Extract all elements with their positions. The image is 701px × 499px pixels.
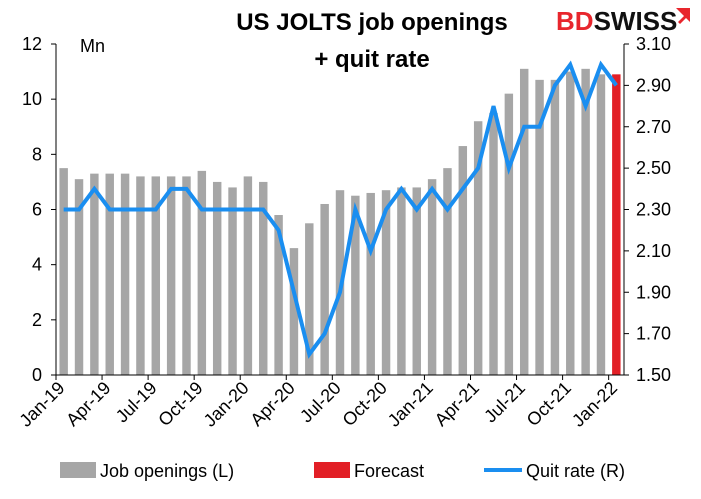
right-tick-label: 2.50 <box>636 158 671 178</box>
job-openings-bar-apr-19 <box>105 173 114 375</box>
job-openings-bar-oct-20 <box>381 190 391 375</box>
right-tick-label: 3.10 <box>636 34 671 54</box>
left-tick-label: 8 <box>32 144 42 164</box>
job-openings-bar-dec-21 <box>596 74 606 375</box>
job-openings-bar-feb-19 <box>74 179 84 375</box>
right-tick-label: 1.70 <box>636 324 671 344</box>
job-openings-bar-mar-19 <box>90 173 99 375</box>
legend-swatch-forecast <box>314 462 350 478</box>
left-tick-label: 4 <box>32 255 42 275</box>
left-tick-label: 10 <box>22 89 42 109</box>
legend-swatch-job-openings <box>60 462 96 478</box>
job-openings-bar-mar-20 <box>274 215 283 375</box>
brand-arrow-icon <box>676 8 690 24</box>
right-tick-label: 2.70 <box>636 117 671 137</box>
job-openings-bar-may-20 <box>305 223 314 375</box>
job-openings-bar-apr-21 <box>473 121 483 375</box>
job-openings-bar-aug-19 <box>166 176 176 375</box>
job-openings-bar-jun-19 <box>136 176 145 375</box>
left-axis: 0 2 4 6 8 10 12 <box>22 34 57 385</box>
job-openings-bar-may-21 <box>489 112 498 375</box>
job-openings-bar-oct-19 <box>197 170 207 375</box>
right-axis: 1.50 1.70 1.90 2.10 2.30 2.50 2.70 2.90 3.10 <box>623 34 671 385</box>
legend-label-job-openings: Job openings (L) <box>100 461 234 481</box>
job-openings-bar-nov-19 <box>212 181 222 375</box>
chart-subtitle: + quit rate <box>314 46 429 73</box>
job-openings-bar-oct-21 <box>566 71 575 375</box>
forecast-bar-jan-22 <box>612 74 621 375</box>
job-openings-bar-sep-20 <box>366 192 375 375</box>
job-openings-bar-mar-21 <box>458 146 468 375</box>
right-tick-label: 1.50 <box>636 365 671 385</box>
job-openings-bar-nov-21 <box>581 68 590 375</box>
legend: Job openings (L) Forecast Quit rate (R) <box>60 461 625 481</box>
brand-logo-swiss: SWISS <box>594 6 678 36</box>
legend-label-forecast: Forecast <box>354 461 424 481</box>
job-openings-bar-dec-19 <box>228 187 237 375</box>
legend-item-forecast: Forecast <box>314 461 424 481</box>
job-openings-bar-jan-20 <box>243 176 253 375</box>
job-openings-bar-apr-20 <box>289 248 299 375</box>
plot-area <box>59 60 621 376</box>
job-openings-bar-jun-20 <box>320 203 329 375</box>
job-openings-bar-feb-20 <box>259 181 268 375</box>
job-openings-bar-nov-20 <box>397 187 406 375</box>
left-tick-label: 2 <box>32 310 42 330</box>
brand-logo-bd: BD <box>556 6 594 36</box>
right-tick-label: 2.10 <box>636 241 671 261</box>
unit-label: Mn <box>80 36 105 56</box>
job-openings-bar-jun-21 <box>504 93 514 376</box>
job-openings-bar-may-19 <box>120 173 130 375</box>
legend-item-job-openings: Job openings (L) <box>60 461 234 481</box>
job-openings-bar-feb-21 <box>443 168 452 375</box>
left-tick-label: 6 <box>32 200 42 220</box>
left-tick-label: 12 <box>22 34 42 54</box>
job-openings-bar-sep-21 <box>550 79 560 375</box>
job-openings-bar-aug-21 <box>535 79 544 375</box>
job-openings-bar-aug-20 <box>351 195 360 375</box>
right-tick-label: 2.90 <box>636 75 671 95</box>
brand-logo: BDSWISS <box>556 6 690 36</box>
right-tick-label: 1.90 <box>636 282 671 302</box>
svg-text:BDSWISS: BDSWISS <box>556 6 677 36</box>
job-openings-bar-jul-19 <box>151 176 161 375</box>
job-openings-bar-dec-20 <box>412 187 421 375</box>
legend-item-quit-rate: Quit rate (R) <box>484 461 625 481</box>
chart-title: US JOLTS job openings <box>236 9 508 36</box>
job-openings-bar-sep-19 <box>182 176 191 375</box>
legend-label-quit-rate: Quit rate (R) <box>526 461 625 481</box>
job-openings-bar-jan-19 <box>59 168 68 375</box>
right-tick-label: 2.30 <box>636 200 671 220</box>
job-openings-bar-jul-21 <box>519 68 529 375</box>
job-openings-bar-jan-21 <box>427 179 437 375</box>
left-tick-label: 0 <box>32 365 42 385</box>
